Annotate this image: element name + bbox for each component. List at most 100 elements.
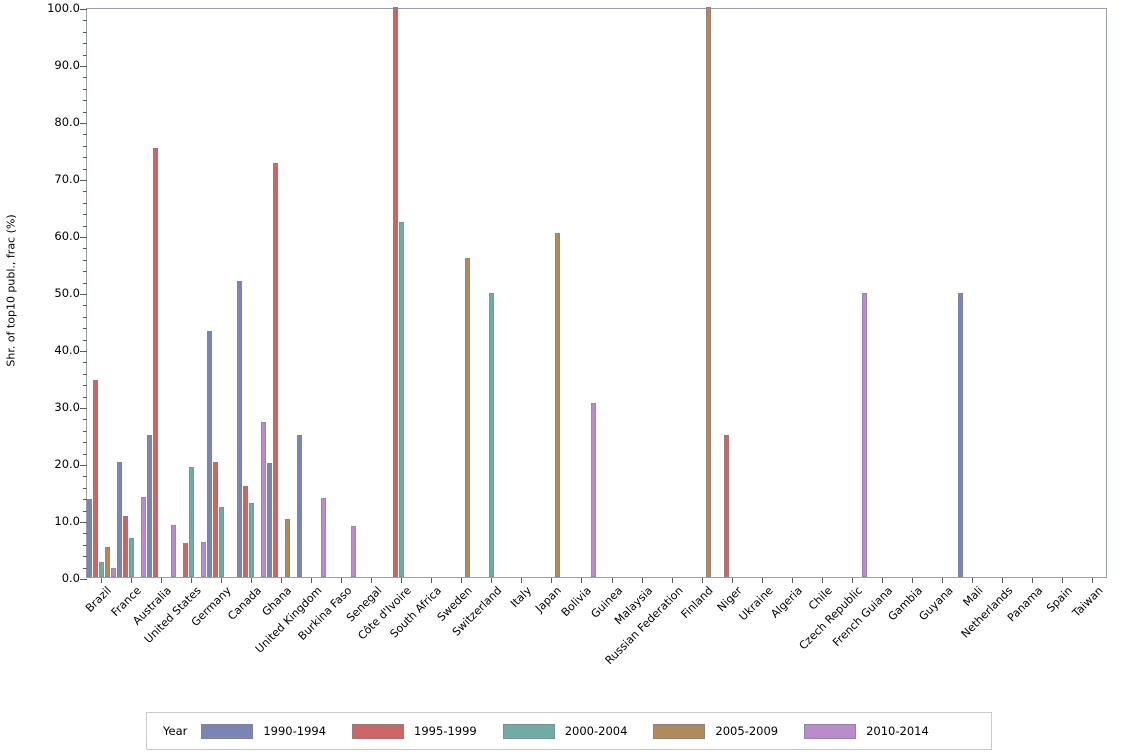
bar[interactable] (117, 461, 123, 577)
y-tick-mark (80, 66, 87, 67)
y-tick-mark-minor (83, 100, 87, 102)
y-tick-mark (80, 123, 87, 124)
y-tick-mark-minor (83, 453, 87, 455)
y-tick-label: 60.0 (54, 229, 80, 243)
plot-inner (80, 7, 1106, 580)
legend-entries: 1990-1994 1995-1999 2000-2004 2005-2009 2010… (201, 723, 954, 739)
bar[interactable] (297, 435, 303, 577)
bar[interactable] (861, 292, 867, 577)
bar[interactable] (213, 462, 219, 577)
y-tick-mark-minor (83, 533, 87, 535)
bar[interactable] (273, 163, 279, 577)
legend-entry[interactable]: 2000-2004 (502, 723, 627, 739)
x-tick-mark (341, 578, 343, 583)
bar[interactable] (111, 568, 116, 577)
bar[interactable] (93, 379, 98, 577)
plot-area (80, 7, 1107, 580)
y-tick-mark-minor (83, 168, 87, 170)
legend-entry[interactable]: 1990-1994 (201, 723, 326, 739)
x-tick-label: Taiwan (1069, 584, 1106, 620)
bar[interactable] (957, 292, 963, 577)
x-tick-mark (731, 578, 733, 583)
bar-group (237, 9, 267, 577)
bar[interactable] (399, 221, 405, 577)
legend-swatch (201, 723, 254, 739)
y-tick-mark (80, 522, 87, 523)
y-tick-mark-minor (83, 111, 87, 113)
y-tick-mark-minor (83, 567, 87, 569)
x-tick-mark (521, 578, 523, 583)
y-tick-label: 80.0 (54, 115, 80, 129)
chart-legend: Year 1990-1994 1995-1999 2000-2004 2005-200… (146, 712, 992, 750)
legend-label: 2005-2009 (715, 724, 779, 738)
bar[interactable] (723, 435, 729, 577)
legend-entry[interactable]: 2005-2009 (653, 723, 779, 739)
bar-group (688, 7, 718, 577)
bar[interactable] (123, 516, 129, 577)
bar-group (567, 9, 597, 577)
bar[interactable] (555, 232, 561, 577)
y-tick-label: 0.0 (61, 571, 80, 585)
bar-group (327, 9, 357, 577)
bar[interactable] (351, 526, 357, 577)
x-tick-mark (131, 578, 133, 583)
bar[interactable] (129, 538, 135, 577)
bar-group (267, 9, 297, 577)
legend-swatch (804, 723, 857, 739)
bar[interactable] (99, 562, 104, 577)
bar[interactable] (189, 467, 195, 577)
x-tick-mark (911, 578, 913, 583)
bar[interactable] (465, 257, 471, 577)
legend-swatch (653, 723, 706, 739)
bar[interactable] (243, 486, 249, 577)
bar[interactable] (249, 503, 255, 577)
bar[interactable] (207, 330, 213, 577)
bar-group (387, 7, 417, 577)
x-tick-mark (221, 578, 223, 583)
bar[interactable] (591, 402, 597, 577)
y-tick-label: 40.0 (54, 343, 80, 357)
bar[interactable] (153, 147, 159, 577)
bar[interactable] (261, 421, 267, 577)
bar-group (117, 9, 147, 577)
bar[interactable] (183, 543, 189, 577)
x-tick-mark (101, 578, 102, 583)
y-tick-mark-minor (83, 385, 87, 387)
bar[interactable] (393, 7, 399, 577)
x-tick-mark (881, 578, 883, 583)
x-axis-tick-labels: Brazil France Australia United States German… (83, 584, 1107, 694)
x-tick-mark (431, 578, 433, 583)
bar[interactable] (105, 547, 110, 577)
bar[interactable] (219, 506, 225, 577)
y-tick-mark-minor (83, 271, 87, 273)
y-tick-mark-minor (83, 476, 87, 478)
y-axis-title-text: Shr. of top10 publ., frac (%) (4, 213, 18, 367)
bar[interactable] (705, 7, 711, 577)
bar[interactable] (285, 519, 291, 577)
bar-group (87, 9, 117, 577)
bar[interactable] (141, 497, 147, 577)
legend-entry[interactable]: 1995-1999 (352, 723, 477, 739)
x-tick-mark (1001, 578, 1003, 583)
x-tick-mark (641, 578, 643, 583)
y-tick-label: 10.0 (54, 514, 80, 528)
y-tick-mark (80, 351, 87, 352)
y-tick-mark (80, 408, 87, 409)
legend-entry[interactable]: 2010-2014 (804, 723, 929, 739)
y-tick-mark (80, 294, 87, 295)
y-tick-mark-minor (83, 259, 87, 261)
bar-group (537, 9, 567, 577)
bar[interactable] (147, 434, 153, 577)
bar[interactable] (201, 542, 207, 577)
y-tick-mark-minor (83, 362, 87, 364)
bar[interactable] (267, 463, 273, 577)
bar[interactable] (87, 498, 92, 577)
bar[interactable] (171, 525, 177, 577)
bar[interactable] (237, 280, 243, 577)
bar[interactable] (489, 293, 495, 577)
x-tick-mark (581, 578, 583, 583)
bar[interactable] (321, 498, 327, 577)
y-tick-mark-minor (83, 305, 87, 307)
x-tick-mark (671, 578, 673, 583)
x-tick-label: Italy (508, 584, 535, 611)
